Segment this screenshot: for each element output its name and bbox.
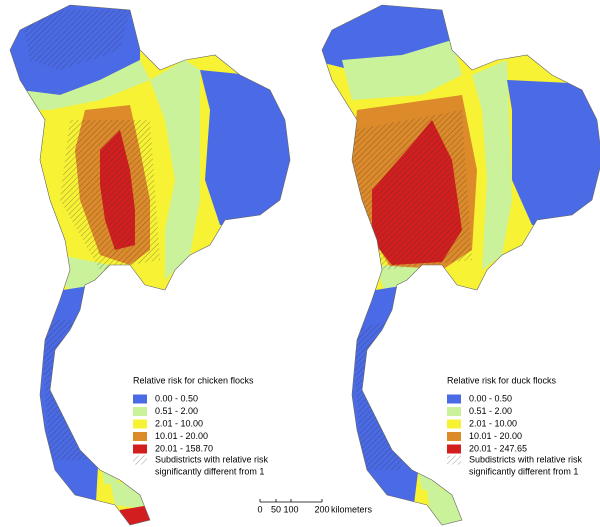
legend-swatch [133, 444, 147, 454]
region [150, 60, 200, 280]
legend-swatch [133, 432, 147, 441]
legend-swatch [447, 432, 461, 441]
hatch-swatch [447, 455, 461, 465]
scale-label: 0 [257, 504, 262, 514]
chicken-map [9, 4, 291, 526]
legend-label: 0.00 - 0.50 [155, 393, 198, 403]
legend-label: 2.01 - 10.00 [155, 418, 203, 428]
hatch-label: significantly different from 1 [469, 466, 578, 476]
legend-label: 10.01 - 20.00 [155, 431, 208, 441]
region [507, 80, 600, 230]
hatch-label: significantly different from 1 [155, 466, 264, 476]
legend-label: 2.01 - 10.00 [469, 418, 517, 428]
region [472, 60, 512, 270]
region [200, 70, 290, 230]
legend-label: 20.01 - 247.65 [469, 443, 527, 453]
scale-label: 100 [283, 504, 298, 514]
scale-unit: kilometers [331, 504, 373, 514]
legend-swatch [447, 394, 461, 404]
scale-bar: 0 50 100 200 kilometers [257, 499, 373, 514]
region [20, 60, 150, 110]
region [427, 490, 467, 525]
scale-label: 50 [271, 504, 281, 514]
region [342, 40, 462, 100]
legend-label: 0.00 - 0.50 [469, 393, 512, 403]
hatch-label: Subdistricts with relative risk [155, 454, 269, 464]
legend-swatch [447, 419, 461, 429]
legend-swatch [133, 407, 147, 416]
legend-label: 0.51 - 2.00 [155, 406, 198, 416]
legend-swatch [447, 444, 461, 454]
legend-swatch [133, 394, 147, 404]
hatch-swatch [133, 455, 147, 465]
legend: Relative risk for chicken flocks 0.00 - … [133, 375, 269, 476]
hatch-label: Subdistricts with relative risk [469, 454, 583, 464]
scale-label: 200 [314, 504, 329, 514]
hatching [20, 10, 160, 460]
legend-title: Relative risk for chicken flocks [133, 375, 254, 385]
legend-label: 0.51 - 2.00 [469, 406, 512, 416]
legend-title: Relative risk for duck flocks [447, 375, 557, 385]
legend-swatch [133, 419, 147, 429]
legend-swatch [447, 407, 461, 416]
legend: Relative risk for duck flocks 0.00 - 0.5… [447, 375, 583, 476]
legend-label: 10.01 - 20.00 [469, 431, 522, 441]
legend-label: 20.01 - 158.70 [155, 443, 213, 453]
